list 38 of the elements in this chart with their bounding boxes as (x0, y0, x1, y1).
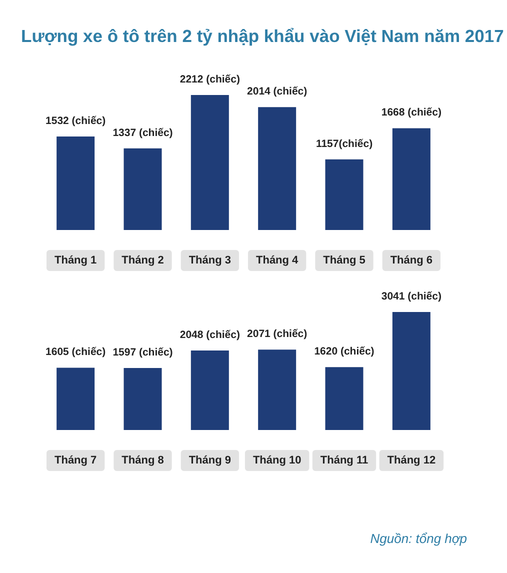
bar (325, 159, 364, 230)
data-label: 1620 (chiếc) (314, 346, 374, 358)
bar (325, 367, 364, 430)
data-label: 1668 (chiếc) (381, 106, 442, 119)
x-tick-label: Tháng 8 (122, 454, 164, 466)
x-tick-label: Tháng 11 (320, 454, 368, 466)
data-label: 2048 (chiếc) (180, 329, 240, 342)
data-label: 1597 (chiếc) (112, 346, 173, 359)
x-tick-label: Tháng 9 (188, 454, 232, 466)
bar (392, 128, 430, 230)
x-tick-label: Tháng 12 (387, 454, 436, 466)
bar (258, 107, 296, 230)
bar (56, 136, 95, 230)
data-label: 1157(chiếc) (316, 138, 373, 150)
data-label: 2212 (chiếc) (180, 74, 240, 86)
x-tick-label: Tháng 10 (252, 454, 302, 466)
bar (124, 148, 162, 230)
chart-title: Lượng xe ô tô trên 2 tỷ nhập khẩu vào Việt Nam năm 2017 (21, 26, 504, 46)
text: Nguồn: tổng hợp (370, 531, 467, 546)
bar (258, 350, 296, 430)
data-label: 1337 (chiếc) (112, 126, 173, 139)
bar (190, 95, 229, 230)
x-tick-label: Tháng 6 (390, 254, 433, 266)
x-tick-label: Tháng 5 (323, 254, 366, 266)
bar (392, 312, 430, 430)
bar (190, 350, 229, 430)
data-label: 1605 (chiếc) (46, 346, 106, 358)
data-label: 3041 (chiếc) (381, 290, 442, 302)
bar (56, 368, 95, 430)
x-tick-label: Tháng 4 (256, 254, 300, 266)
data-label: 1532 (chiếc) (46, 115, 106, 127)
x-tick-label: Tháng 2 (122, 254, 164, 266)
data-label: 2071 (chiếc) (247, 328, 308, 340)
x-tick-label: Tháng 7 (54, 454, 97, 466)
bar (124, 368, 162, 430)
x-tick-label: Tháng 3 (188, 254, 232, 266)
data-label: 2014 (chiếc) (247, 86, 308, 98)
x-tick-label: Tháng 1 (54, 254, 97, 266)
